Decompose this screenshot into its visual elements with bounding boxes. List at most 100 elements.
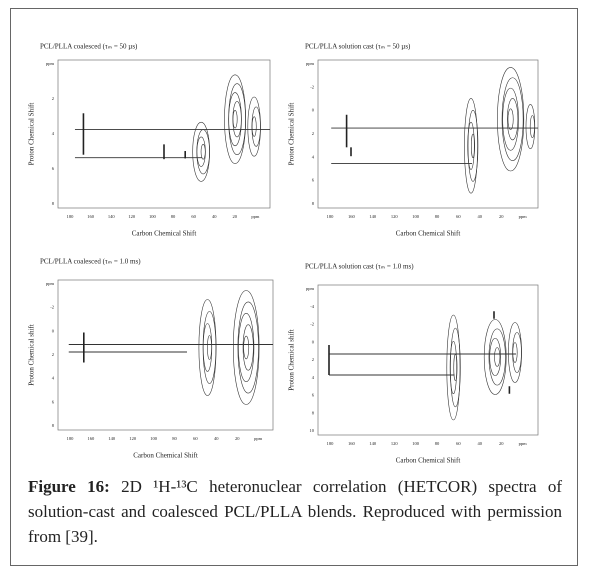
y-tick-label: 6 — [52, 399, 55, 404]
contour — [507, 108, 514, 130]
y-axis-label: Proton Chemical shift — [288, 329, 296, 390]
x-axis-label: Carbon Chemical Shift — [396, 457, 461, 465]
contour — [242, 324, 254, 371]
x-tick-label: 140 — [108, 214, 116, 219]
y-tick-label: 6 — [312, 178, 315, 183]
panel-title: PCL/PLLA solution cast (τₘ = 50 µs) — [305, 43, 411, 51]
y-tick-label: 6 — [52, 166, 55, 171]
x-tick-label: 120 — [391, 214, 399, 219]
contour — [446, 314, 461, 421]
y-tick-label: ppm — [46, 61, 55, 66]
plot-frame — [317, 284, 539, 436]
y-tick-label: 0 — [312, 108, 315, 113]
x-tick-label: 60 — [456, 441, 461, 446]
x-tick-label: 180 — [327, 441, 335, 446]
caption: Figure 16: 2D ¹H-¹³C heteronuclear corre… — [28, 474, 562, 549]
y-tick-label: ppm — [46, 281, 55, 286]
y-tick-label: 4 — [52, 376, 55, 381]
contour — [508, 322, 522, 383]
y-axis-label: Proton Chemical Shift — [288, 103, 296, 166]
x-tick-label: 80 — [435, 214, 440, 219]
x-tick-label: 20 — [233, 214, 238, 219]
contour — [243, 335, 250, 360]
y-tick-label: -2 — [310, 322, 314, 327]
x-tick-label: 140 — [369, 214, 377, 219]
contour — [467, 121, 475, 170]
contour — [251, 116, 257, 137]
x-tick-label: 20 — [499, 441, 504, 446]
x-tick-label: 180 — [67, 436, 75, 441]
panel: PCL/PLLA solution cast (τₘ = 1.0 ms) Carb… — [288, 263, 539, 465]
x-tick-label: 120 — [128, 214, 136, 219]
contour — [232, 110, 238, 129]
x-tick-label: 180 — [67, 214, 75, 219]
x-tick-label: 160 — [348, 214, 356, 219]
y-tick-label: 2 — [52, 352, 54, 357]
x-axis-label: Carbon Chemical Shift — [132, 230, 197, 238]
contour — [224, 74, 246, 164]
y-tick-label: ppm — [306, 61, 315, 66]
x-tick-label: 80 — [171, 214, 176, 219]
x-tick-label: 100 — [149, 214, 157, 219]
y-tick-label: 10 — [310, 428, 315, 433]
contour — [489, 337, 502, 377]
contour — [449, 340, 458, 395]
contour — [453, 354, 458, 381]
caption-label: Figure 16: — [28, 477, 110, 496]
y-tick-label: 4 — [52, 131, 55, 136]
contour — [202, 311, 217, 384]
contour — [450, 327, 461, 408]
x-tick-label: 160 — [88, 436, 96, 441]
x-tick-label: 80 — [172, 436, 177, 441]
x-axis-label: Carbon Chemical Shift — [396, 230, 461, 238]
contour — [237, 301, 259, 394]
x-tick-label: 40 — [478, 214, 483, 219]
plot-frame — [317, 59, 539, 209]
y-tick-label: 2 — [312, 357, 314, 362]
x-tick-label: 120 — [129, 436, 137, 441]
contour — [529, 115, 535, 139]
x-tick-label: 40 — [214, 436, 219, 441]
y-tick-label: 4 — [312, 154, 315, 159]
contour — [200, 144, 206, 160]
contour — [238, 312, 255, 382]
contour — [471, 133, 475, 158]
y-tick-label: ppm — [306, 286, 315, 291]
x-tick-label: 140 — [108, 436, 116, 441]
contour — [502, 87, 519, 151]
contour — [233, 290, 260, 405]
contour — [467, 110, 479, 182]
contour — [207, 335, 212, 360]
x-tick-label: 140 — [369, 441, 377, 446]
contour — [196, 129, 210, 175]
panel: PCL/PLLA coalesced (τₘ = 50 µs) Carbon Ch… — [28, 43, 271, 238]
x-tick-label: 20 — [499, 214, 504, 219]
x-tick-label: 120 — [391, 441, 399, 446]
x-tick-label: 160 — [87, 214, 95, 219]
x-tick-label: 100 — [412, 214, 420, 219]
x-tick-label: 20 — [235, 436, 240, 441]
contour — [507, 98, 519, 141]
x-tick-label: 80 — [435, 441, 440, 446]
contour — [497, 67, 525, 172]
x-tick-label: 40 — [212, 214, 217, 219]
x-tick-label: 100 — [150, 436, 158, 441]
y-tick-label: 8 — [312, 410, 315, 415]
x-tick-label: 60 — [456, 214, 461, 219]
y-axis-label: Proton Chemical shift — [28, 324, 36, 385]
y-tick-label: 8 — [312, 201, 315, 206]
x-tick-label: 40 — [478, 441, 483, 446]
y-axis-label: Proton Chemical Shift — [28, 103, 36, 166]
caption-text: 2D ¹H-¹³C heteronuclear correlation (HET… — [28, 477, 563, 546]
panel-title: PCL/PLLA solution cast (τₘ = 1.0 ms) — [305, 263, 414, 271]
y-tick-label: 8 — [52, 423, 55, 428]
contour — [501, 77, 524, 161]
y-tick-label: 8 — [52, 201, 55, 206]
y-tick-label: -2 — [50, 305, 54, 310]
plot-frame — [57, 279, 274, 431]
x-tick-label: 160 — [348, 441, 356, 446]
x-tick-label: ppm — [251, 214, 260, 219]
plot-frame — [57, 59, 271, 209]
x-tick-label: 100 — [412, 441, 420, 446]
